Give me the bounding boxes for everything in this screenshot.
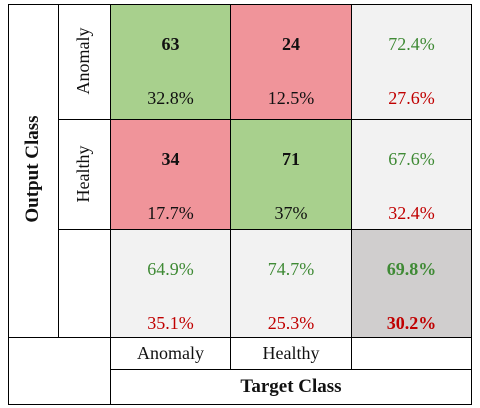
row-precision: 67.6% [388,149,435,169]
cell-count: 24 [282,34,300,54]
grid-h-row1 [58,119,472,120]
cell-percent: 37% [274,203,308,223]
col-label-anomaly: Anomaly [137,343,204,363]
grid-v-rowlabel [110,4,111,405]
cell-healthy-anomaly: 34 17.7% [111,120,230,229]
row-error: 32.4% [388,203,435,223]
cell-anomaly-anomaly: 63 32.8% [111,5,230,119]
overall-summary: 69.8% 30.2% [352,230,471,337]
cell-percent: 12.5% [267,88,315,108]
grid-v-col2 [351,4,352,370]
grid-h-collabels [110,369,472,370]
grid-v-ylabel [58,4,59,338]
col-error: 35.1% [147,313,194,333]
y-axis-title: Output Class [22,115,43,223]
cell-healthy-healthy: 71 37% [231,120,351,229]
row-precision: 72.4% [388,34,435,54]
cell-count: 63 [161,34,180,54]
col-error: 25.3% [267,313,315,333]
grid-h-summary [8,337,472,338]
col-label-healthy: Healthy [262,343,320,363]
overall-error: 30.2% [386,313,437,333]
x-axis-title: Target Class [240,376,342,397]
overall-accuracy: 69.8% [386,259,437,279]
frame-top [8,4,472,5]
frame-bottom [8,404,472,405]
grid-v-col1 [230,4,231,370]
col-summary-healthy: 74.7% 25.3% [231,230,351,337]
row-summary-anomaly: 72.4% 27.6% [352,5,471,119]
grid-h-row2 [58,229,472,230]
frame-left [8,4,9,405]
cell-count: 34 [161,149,180,169]
frame-right [471,4,472,405]
row-label-healthy: Healthy [73,145,93,203]
cell-count: 71 [282,149,300,169]
cell-percent: 17.7% [147,203,194,223]
cell-anomaly-healthy: 24 12.5% [231,5,351,119]
cell-percent: 32.8% [147,88,194,108]
row-summary-healthy: 67.6% 32.4% [352,120,471,229]
col-recall: 74.7% [267,259,315,279]
row-label-anomaly: Anomaly [73,27,93,95]
col-summary-anomaly: 64.9% 35.1% [111,230,230,337]
col-recall: 64.9% [147,259,194,279]
row-error: 27.6% [388,88,435,108]
